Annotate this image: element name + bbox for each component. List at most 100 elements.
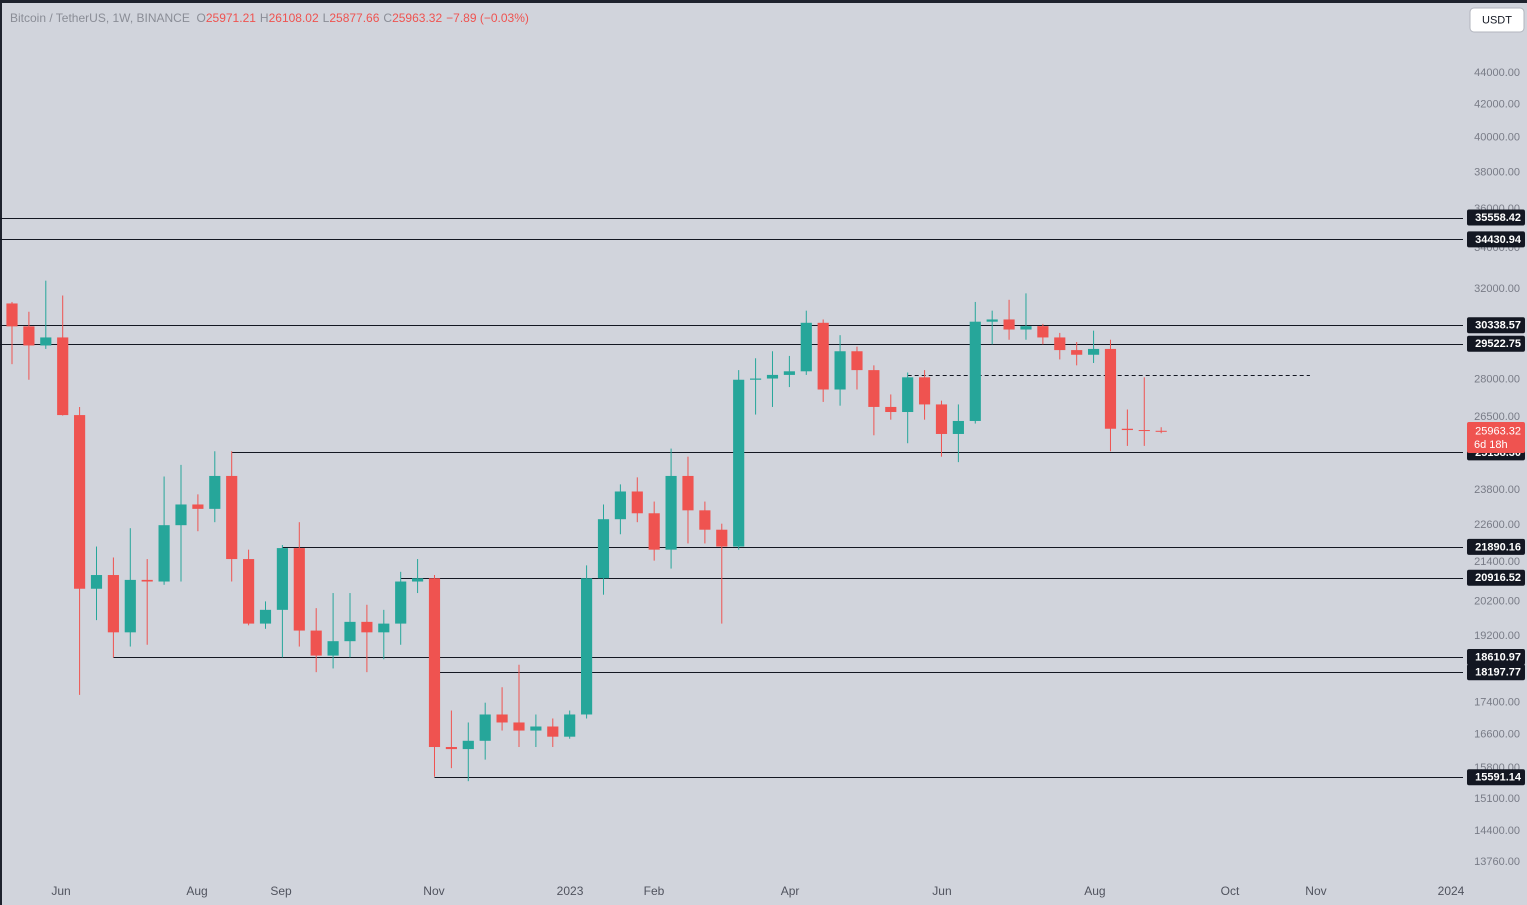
candle-body	[158, 525, 170, 582]
level-tag	[1467, 231, 1525, 248]
y-tick-label: 44000.00	[1474, 67, 1520, 79]
candle-body	[361, 621, 373, 633]
x-tick-label: Nov	[423, 884, 444, 898]
candle-body	[479, 714, 491, 741]
candle-body	[597, 519, 610, 579]
candle-body	[800, 322, 812, 372]
y-tick-label: 20200.00	[1474, 595, 1520, 607]
candle-body	[107, 575, 119, 633]
level-label: 34430.94	[1475, 234, 1522, 246]
y-tick-label: 17400.00	[1474, 697, 1520, 709]
y-tick-label: 15100.00	[1474, 793, 1520, 805]
level-label: 35558.42	[1475, 212, 1521, 224]
level-tag	[1467, 538, 1525, 555]
level-tag	[1467, 317, 1525, 334]
x-tick-label: 2024	[1438, 884, 1465, 898]
level-tag	[1467, 649, 1525, 666]
candle-body	[462, 740, 474, 750]
candle-body	[1071, 350, 1083, 355]
level-label: 18610.97	[1475, 651, 1521, 663]
x-tick-label: Feb	[644, 884, 665, 898]
y-tick-label: 19200.00	[1474, 630, 1520, 642]
level-label: 20916.52	[1475, 572, 1521, 584]
candle-body	[513, 722, 525, 731]
candle-body	[766, 374, 779, 379]
candle-body	[935, 404, 948, 434]
candle-body	[1155, 430, 1167, 432]
candle-body	[986, 319, 998, 322]
x-tick-label: Jun	[932, 884, 951, 898]
candle-body	[631, 491, 643, 514]
candle-body	[74, 415, 86, 589]
candle-body	[344, 621, 356, 642]
top-border	[0, 0, 1527, 3]
y-tick-label: 32000.00	[1474, 283, 1520, 295]
candle-body	[57, 337, 69, 416]
open-value: 25971.21	[205, 11, 256, 25]
price-tag	[1467, 422, 1525, 454]
y-tick-label: 22600.00	[1474, 519, 1520, 531]
level-tag	[1467, 209, 1525, 226]
y-tick-label: 28000.00	[1474, 374, 1520, 386]
candle-body	[1054, 337, 1066, 351]
candle-body	[699, 510, 711, 530]
y-tick-label: 23800.00	[1474, 484, 1520, 496]
candle-body	[1121, 428, 1133, 431]
candle-body	[209, 475, 221, 509]
y-tick-label: 42000.00	[1474, 98, 1520, 110]
x-tick-label: Sep	[270, 884, 292, 898]
candle-body	[750, 378, 762, 380]
candle-body	[23, 326, 35, 346]
candle-body	[175, 504, 187, 526]
candle-body	[192, 504, 204, 509]
level-label: 21890.16	[1475, 541, 1521, 553]
candle-body	[259, 609, 272, 624]
y-tick-label: 26500.00	[1474, 411, 1520, 423]
level-tag	[1467, 335, 1525, 352]
candle-body	[868, 370, 880, 407]
candle-body	[952, 420, 964, 434]
level-label: 15591.14	[1475, 772, 1522, 784]
candle-body	[378, 623, 390, 633]
countdown: 6d 18h	[1474, 439, 1508, 451]
left-border	[0, 0, 2, 905]
candle-body	[581, 578, 593, 715]
candle-body	[310, 630, 322, 656]
candle-body	[226, 475, 238, 560]
legend: Bitcoin / TetherUS, 1W, BINANCE O25971.2…	[10, 11, 533, 25]
candle-body	[851, 351, 863, 371]
candle-body	[1104, 348, 1117, 429]
level-label: 30338.57	[1475, 320, 1521, 332]
prefix: C	[383, 11, 393, 25]
candle-body	[817, 322, 829, 390]
candle-body	[564, 714, 576, 737]
candle-body	[327, 641, 339, 656]
candle-body	[614, 491, 626, 520]
x-tick-label: Apr	[781, 884, 800, 898]
candle-body	[428, 578, 441, 748]
candle-body	[919, 377, 931, 405]
candle-body	[665, 475, 677, 550]
candle-body	[445, 747, 457, 750]
symbol: Bitcoin / TetherUS, 1W, BINANCE	[10, 11, 190, 25]
candle-body	[969, 321, 981, 421]
currency-label[interactable]: USDT	[1482, 14, 1512, 26]
candle-body	[783, 371, 795, 375]
candle-body	[648, 513, 660, 550]
candle-body	[1138, 430, 1150, 432]
x-tick-label: Aug	[186, 884, 207, 898]
y-tick-label: 40000.00	[1474, 132, 1520, 144]
currency-button[interactable]	[1469, 7, 1525, 33]
level-tag	[1467, 664, 1525, 681]
candle-body	[496, 714, 508, 723]
candle-body	[1003, 319, 1015, 330]
level-tag	[1467, 769, 1525, 786]
candle-body	[293, 548, 305, 631]
y-tick-label: 38000.00	[1474, 166, 1520, 178]
prefix: O	[196, 11, 206, 25]
candle-body	[733, 379, 745, 547]
candle-body	[276, 548, 288, 610]
candle-body	[395, 581, 407, 624]
